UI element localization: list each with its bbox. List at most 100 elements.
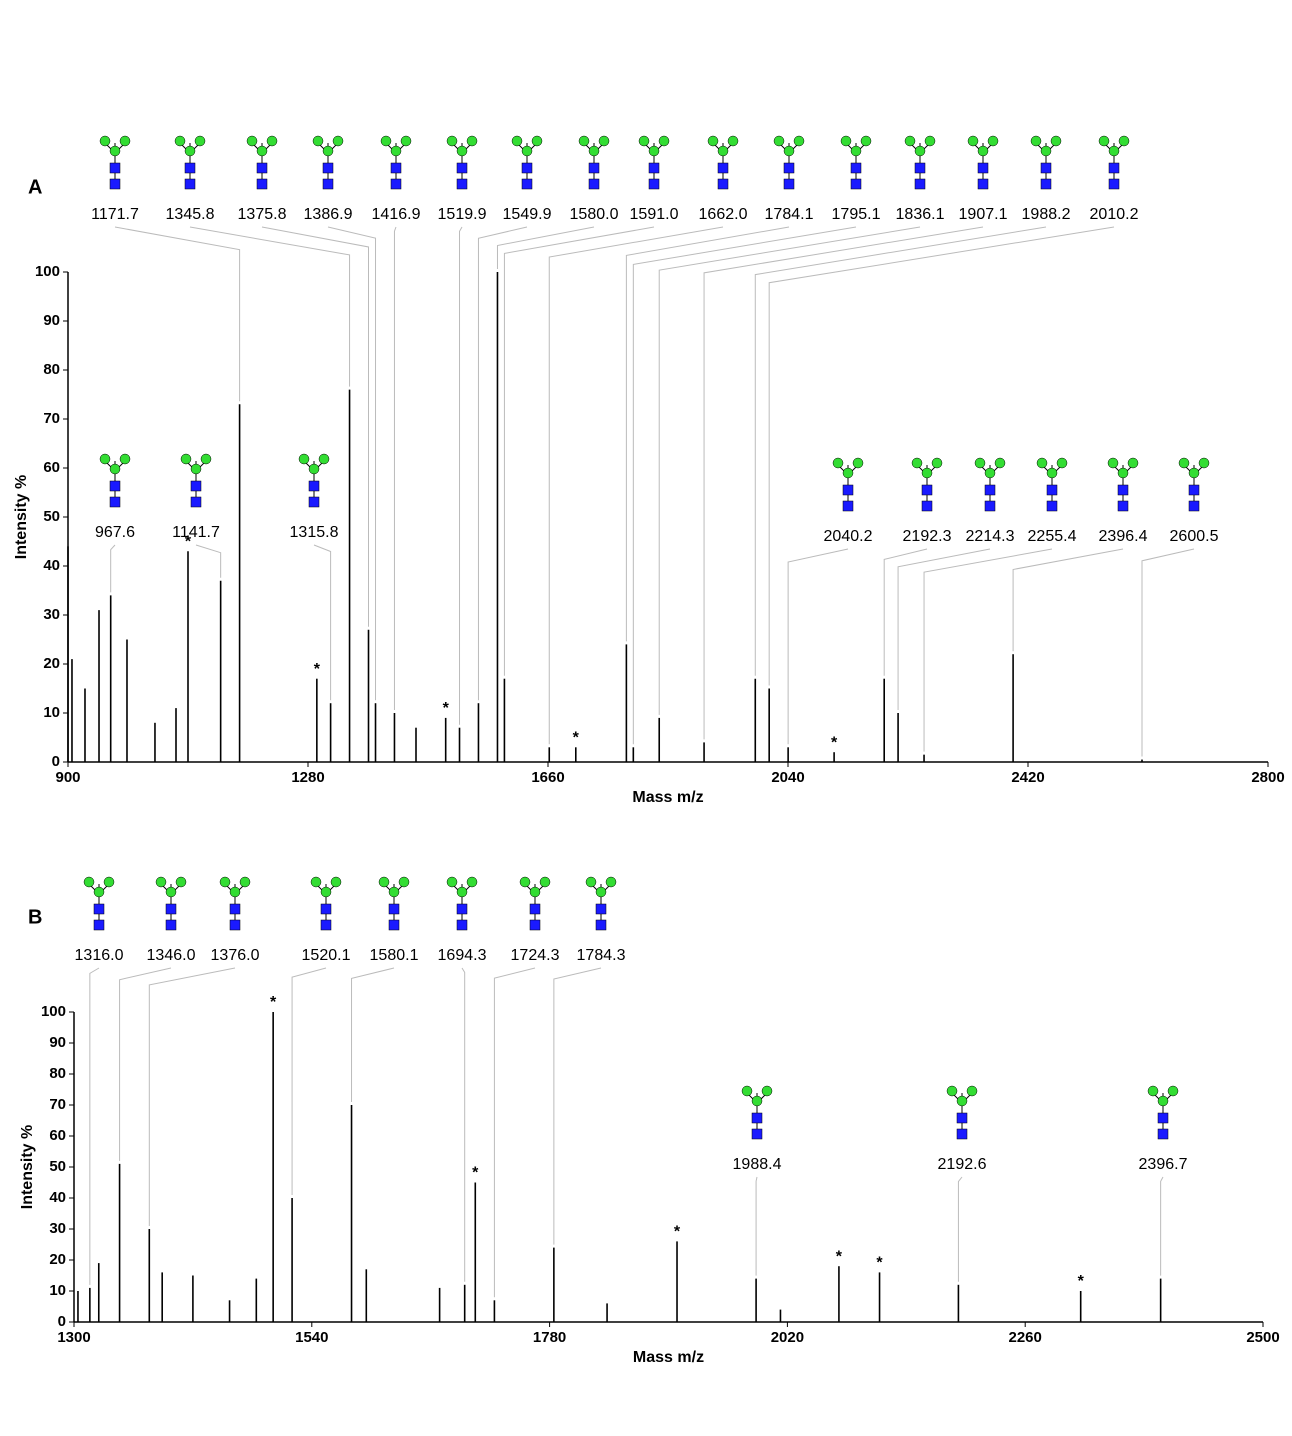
annotation-leader bbox=[493, 967, 536, 1298]
annotation-label: 2600.5 bbox=[1170, 528, 1219, 545]
glycan-mannose bbox=[83, 876, 95, 888]
annotation-label: 1171.7 bbox=[91, 206, 139, 223]
glycan-glcnac bbox=[190, 496, 202, 508]
glycan-mannose bbox=[977, 145, 989, 157]
glycan-mannose bbox=[521, 145, 533, 157]
glycan-glcnac bbox=[109, 162, 121, 174]
glycan-mannose bbox=[1098, 135, 1110, 147]
y-tick-label: 30 bbox=[43, 606, 60, 623]
glycan-icon bbox=[155, 876, 187, 931]
glycan-icon bbox=[83, 876, 115, 931]
x-tick-label: 1300 bbox=[57, 1329, 90, 1346]
glycan-glcnac bbox=[956, 1112, 968, 1124]
y-axis-label: Intensity % bbox=[19, 1125, 36, 1209]
glycan-mannose bbox=[1040, 145, 1052, 157]
glycan-mannose bbox=[1046, 467, 1058, 479]
annotation-label: 1416.9 bbox=[372, 206, 421, 223]
glycan-glcnac bbox=[320, 903, 332, 915]
glycan-glcnac bbox=[850, 162, 862, 174]
annotation-leader bbox=[548, 226, 724, 745]
glycan-glcnac bbox=[308, 496, 320, 508]
glycan-glcnac bbox=[1040, 178, 1052, 190]
glycan-mannose bbox=[322, 145, 334, 157]
glycan-mannose bbox=[1030, 135, 1042, 147]
glycan-mannose bbox=[246, 135, 258, 147]
annotation-label: 1316.0 bbox=[75, 947, 124, 964]
glycan-mannose bbox=[456, 886, 468, 898]
y-tick-label: 70 bbox=[43, 410, 60, 427]
glycan-glcnac bbox=[390, 178, 402, 190]
glycan-icon bbox=[1036, 457, 1068, 512]
glycan-glcnac bbox=[783, 162, 795, 174]
glycan-icon bbox=[946, 1085, 978, 1140]
x-axis-label: Mass m/z bbox=[632, 789, 703, 806]
y-tick-label: 60 bbox=[43, 459, 60, 476]
glycan-mannose bbox=[180, 453, 192, 465]
glycan-glcnac bbox=[588, 178, 600, 190]
glycan-icon bbox=[840, 135, 872, 190]
glycan-icon bbox=[298, 453, 330, 508]
glycan-glcnac bbox=[388, 919, 400, 931]
glycan-mannose bbox=[390, 145, 402, 157]
glycan-glcnac bbox=[1157, 1128, 1169, 1140]
glycan-mannose bbox=[1036, 457, 1048, 469]
glycan-glcnac bbox=[717, 178, 729, 190]
annotation-label: 967.6 bbox=[95, 524, 135, 541]
glycan-mannose bbox=[860, 135, 872, 147]
annotation-label: 1519.9 bbox=[438, 206, 487, 223]
glycan-icon bbox=[246, 135, 278, 190]
glycan-mannose bbox=[1147, 1085, 1159, 1097]
annotation-leader bbox=[923, 548, 1053, 752]
glycan-icon bbox=[99, 135, 131, 190]
glycan-glcnac bbox=[521, 178, 533, 190]
glycan-glcnac bbox=[956, 1128, 968, 1140]
glycan-mannose bbox=[1108, 145, 1120, 157]
glycan-mannose bbox=[1178, 457, 1190, 469]
glycan-mannose bbox=[308, 463, 320, 475]
annotation-label: 1549.9 bbox=[503, 206, 552, 223]
glycan-mannose bbox=[318, 453, 330, 465]
glycan-mannose bbox=[155, 876, 167, 888]
glycan-icon bbox=[378, 876, 410, 931]
asterisk: * bbox=[573, 730, 580, 747]
x-tick-label: 2260 bbox=[1009, 1329, 1042, 1346]
annotation-leader bbox=[119, 967, 172, 1161]
asterisk: * bbox=[185, 534, 192, 551]
glycan-glcnac bbox=[256, 178, 268, 190]
y-tick-label: 10 bbox=[43, 704, 60, 721]
glycan-mannose bbox=[174, 135, 186, 147]
x-tick-label: 2020 bbox=[771, 1329, 804, 1346]
glycan-glcnac bbox=[109, 480, 121, 492]
glycan-icon bbox=[974, 457, 1006, 512]
glycan-mannose bbox=[1107, 457, 1119, 469]
annotation-leader bbox=[755, 1176, 758, 1276]
asterisk: * bbox=[674, 1224, 681, 1241]
y-tick-label: 80 bbox=[43, 361, 60, 378]
annotation-leader bbox=[1012, 548, 1124, 652]
glycan-mannose bbox=[531, 135, 543, 147]
glycan-mannose bbox=[109, 463, 121, 475]
glycan-glcnac bbox=[1046, 484, 1058, 496]
glycan-glcnac bbox=[165, 919, 177, 931]
annotation-label: 1988.4 bbox=[733, 1156, 782, 1173]
glycan-mannose bbox=[109, 145, 121, 157]
glycan-glcnac bbox=[456, 919, 468, 931]
glycan-icon bbox=[446, 135, 478, 190]
glycan-glcnac bbox=[588, 162, 600, 174]
y-tick-label: 20 bbox=[49, 1251, 66, 1268]
annotation-label: 1795.1 bbox=[832, 206, 881, 223]
glycan-glcnac bbox=[842, 484, 854, 496]
glycan-mannose bbox=[911, 457, 923, 469]
glycan-glcnac bbox=[1046, 500, 1058, 512]
asterisk: * bbox=[1078, 1273, 1085, 1290]
glycan-mannose bbox=[200, 453, 212, 465]
glycan-mannose bbox=[648, 145, 660, 157]
glycan-mannose bbox=[380, 135, 392, 147]
glycan-icon bbox=[967, 135, 999, 190]
asterisk: * bbox=[314, 661, 321, 678]
glycan-mannose bbox=[446, 135, 458, 147]
glycan-mannose bbox=[229, 886, 241, 898]
y-tick-label: 100 bbox=[35, 263, 60, 280]
glycan-mannose bbox=[446, 876, 458, 888]
glycan-mannose bbox=[165, 886, 177, 898]
